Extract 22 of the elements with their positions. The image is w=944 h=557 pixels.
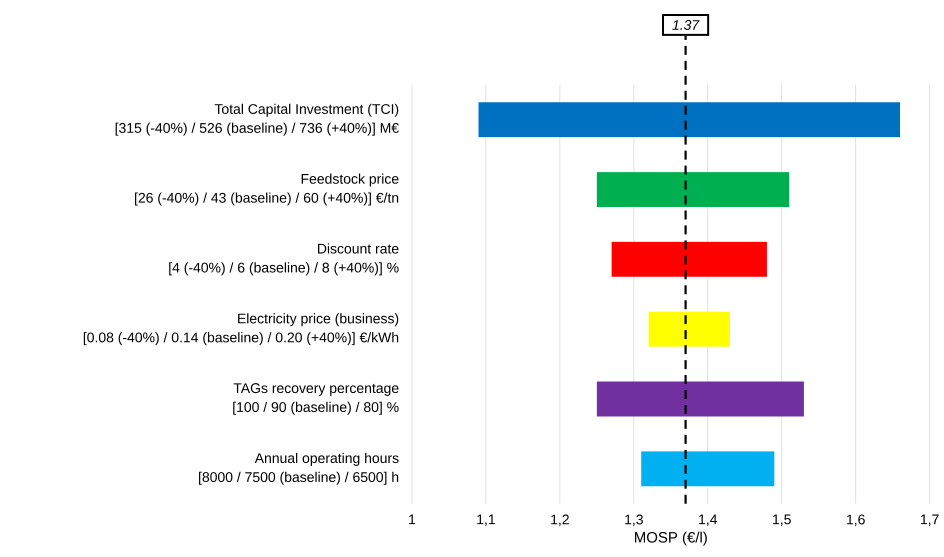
x-tick-label: 1,5	[773, 514, 791, 526]
x-tick-label: 1,7	[920, 514, 939, 526]
x-tick-label: 1,2	[551, 514, 569, 526]
x-tick-label: 1,4	[699, 514, 718, 526]
bar	[641, 452, 774, 486]
bar	[596, 172, 790, 208]
y-tick-label: Annual operating hours [8000 / 7500 (baseline) / 6500] h	[199, 453, 399, 485]
x-axis-title: MOSP (€/l)	[635, 532, 707, 546]
y-tick-label: Total Capital Investment (TCI) [315 (-40%) / 526 (baseline) / 736 (+40%)] M€	[116, 104, 399, 136]
x-tick-label: 1,6	[847, 514, 865, 526]
x-tick-label: 1,3	[625, 514, 643, 526]
ref-line-label: 1.37	[672, 20, 700, 30]
bar	[596, 382, 804, 417]
bar	[648, 312, 730, 347]
y-tick-label: Electricity price (business) [0.08 (-40%) / 0.14 (baseline) / 0.20 (+40%)] €/kWh	[84, 313, 398, 346]
y-tick-label: Discount rate [4 (-40%) / 6 (baseline) / 8 (+40%)] %	[169, 244, 399, 276]
bar	[612, 242, 767, 278]
x-tick-label: 1,1	[477, 514, 495, 526]
x-tick-label: 1	[409, 514, 416, 524]
y-tick-label: Feedstock price [26 (-40%) / 43 (baseline) / 60 (+40%)] €/tn	[135, 174, 398, 206]
bar	[478, 102, 900, 138]
y-tick-label: TAGs recovery percentage [100 / 90 (baseline) / 80] %	[233, 383, 399, 415]
